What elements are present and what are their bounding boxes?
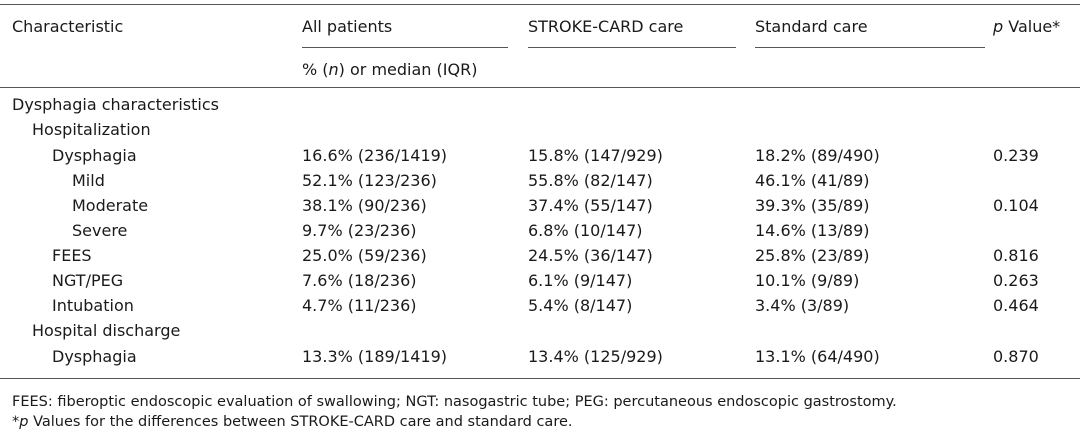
cell-standard: 10.1% (9/89) [755,271,860,290]
cell-stroke: 15.8% (147/929) [528,146,663,165]
footnote-p-values: *p Values for the differences between ST… [12,412,573,432]
header-standard-care: Standard care [755,17,868,36]
cell-all: 25.0% (59/236) [302,246,427,265]
cell-all: 4.7% (11/236) [302,296,417,315]
cell-stroke: 5.4% (8/147) [528,296,633,315]
row-label: Moderate [72,196,149,215]
cell-stroke: 13.4% (125/929) [528,347,663,366]
table-bottom-rule [0,378,1080,379]
row-label: Dysphagia [52,347,137,366]
cell-stroke: 37.4% (55/147) [528,196,653,215]
table-top-rule [0,4,1080,5]
cell-all: 16.6% (236/1419) [302,146,448,165]
row-label: Hospital discharge [32,321,181,340]
header-p-value: p Value* [993,17,1060,37]
footnote-abbreviations: FEES: fiberoptic endoscopic evaluation o… [12,394,897,410]
cell-standard: 39.3% (35/89) [755,196,870,215]
header-rule-all [302,47,508,48]
cell-standard: 25.8% (23/89) [755,246,870,265]
footnote-star: * [12,414,20,430]
subheader-suffix: ) or median (IQR) [338,60,478,79]
cell-stroke: 6.1% (9/147) [528,271,633,290]
row-label: Dysphagia [52,146,137,165]
cell-stroke: 24.5% (36/147) [528,246,653,265]
header-rule-stroke [528,47,736,48]
row-label: Dysphagia characteristics [12,95,219,114]
row-label: FEES [52,246,92,265]
cell-all: 7.6% (18/236) [302,271,417,290]
row-label: NGT/PEG [52,271,124,290]
row-label: Intubation [52,296,134,315]
row-label: Severe [72,221,128,240]
cell-all: 13.3% (189/1419) [302,347,448,366]
cell-standard: 13.1% (64/490) [755,347,880,366]
header-all-patients: All patients [302,17,393,36]
header-rule-standard [755,47,985,48]
subheader-prefix: % ( [302,60,329,79]
cell-all: 52.1% (123/236) [302,171,437,190]
header-characteristic: Characteristic [12,17,124,36]
cell-standard: 46.1% (41/89) [755,171,870,190]
cell-standard: 18.2% (89/490) [755,146,880,165]
footnote-p-italic: p [19,414,29,430]
cell-p: 0.464 [993,296,1039,315]
cell-standard: 14.6% (13/89) [755,221,870,240]
cell-p: 0.870 [993,347,1039,366]
header-p-rest: Value* [1003,17,1061,36]
cell-p: 0.239 [993,146,1039,165]
subheader-n: n [328,60,339,79]
cell-stroke: 6.8% (10/147) [528,221,643,240]
cell-standard: 3.4% (3/89) [755,296,850,315]
cell-p: 0.816 [993,246,1039,265]
cell-p: 0.104 [993,196,1039,215]
cell-all: 9.7% (23/236) [302,221,417,240]
footnote-p-rest: Values for the differences between STROK… [28,414,573,430]
header-stroke-card: STROKE-CARD care [528,17,684,36]
header-bottom-rule [0,87,1080,88]
cell-all: 38.1% (90/236) [302,196,427,215]
header-p-italic: p [993,17,1004,36]
cell-p: 0.263 [993,271,1039,290]
subheader-units: % (n) or median (IQR) [302,60,477,80]
cell-stroke: 55.8% (82/147) [528,171,653,190]
row-label: Mild [72,171,105,190]
row-label: Hospitalization [32,120,151,139]
